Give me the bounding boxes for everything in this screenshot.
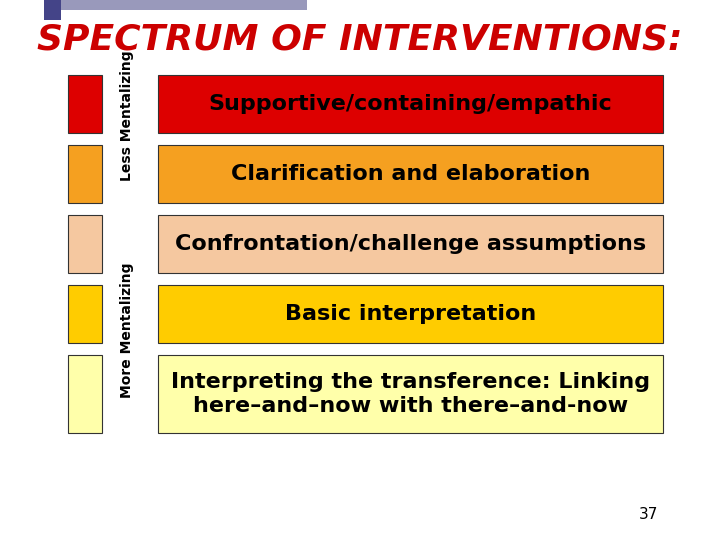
Bar — [68, 145, 102, 203]
Bar — [61, 0, 307, 10]
Bar — [158, 355, 663, 433]
Text: More Mentalizing: More Mentalizing — [120, 262, 134, 398]
Bar — [158, 145, 663, 203]
Text: Interpreting the transference: Linking
here–and–now with there–and-now: Interpreting the transference: Linking h… — [171, 373, 650, 416]
Text: 37: 37 — [639, 507, 659, 522]
Bar — [158, 75, 663, 133]
Text: Clarification and elaboration: Clarification and elaboration — [231, 164, 590, 184]
Text: Supportive/containing/empathic: Supportive/containing/empathic — [209, 94, 613, 114]
Bar — [158, 215, 663, 273]
Bar — [158, 285, 663, 343]
Text: Less Mentalizing: Less Mentalizing — [120, 51, 134, 181]
Text: Basic interpretation: Basic interpretation — [285, 304, 536, 324]
Bar — [68, 285, 102, 343]
Bar — [44, 0, 61, 20]
Bar — [68, 355, 102, 433]
Bar — [68, 75, 102, 133]
Text: Confrontation/challenge assumptions: Confrontation/challenge assumptions — [175, 234, 646, 254]
Bar — [68, 215, 102, 273]
Text: SPECTRUM OF INTERVENTIONS:: SPECTRUM OF INTERVENTIONS: — [37, 23, 683, 57]
